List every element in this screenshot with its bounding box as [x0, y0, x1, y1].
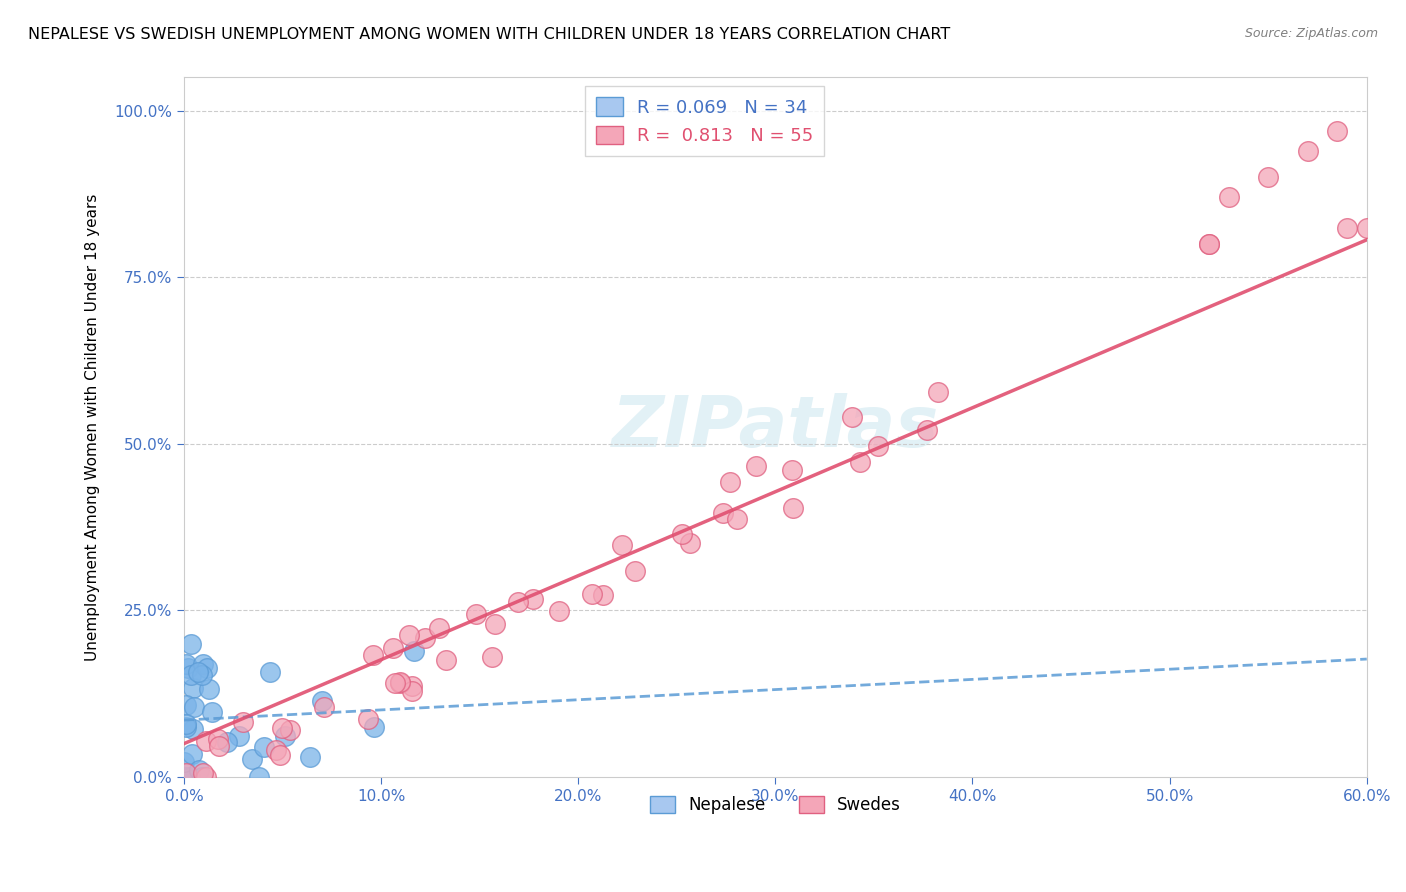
Swedes	[1326, 124, 1348, 138]
Nepalese	[181, 747, 204, 761]
Nepalese	[240, 752, 263, 766]
Swedes	[711, 506, 734, 520]
Swedes	[915, 423, 938, 437]
Swedes	[208, 739, 231, 753]
Swedes	[927, 385, 949, 400]
Nepalese	[247, 770, 270, 784]
Swedes	[264, 743, 287, 757]
Swedes	[1355, 221, 1378, 235]
Swedes	[1296, 144, 1319, 158]
Swedes	[725, 512, 748, 526]
Nepalese	[198, 682, 221, 697]
Swedes	[581, 587, 603, 601]
Swedes	[841, 410, 863, 425]
Nepalese	[217, 735, 239, 749]
Swedes	[671, 526, 693, 541]
Swedes	[427, 621, 450, 635]
Nepalese	[179, 770, 201, 784]
Nepalese	[183, 700, 205, 714]
Nepalese	[191, 657, 214, 672]
Swedes	[623, 564, 645, 578]
Swedes	[522, 591, 544, 606]
Swedes	[232, 714, 254, 729]
Text: Source: ZipAtlas.com: Source: ZipAtlas.com	[1244, 27, 1378, 40]
Nepalese	[191, 667, 214, 681]
Swedes	[481, 649, 503, 664]
Swedes	[361, 648, 384, 662]
Swedes	[195, 734, 218, 748]
Legend: Nepalese, Swedes: Nepalese, Swedes	[640, 787, 911, 824]
Swedes	[780, 463, 803, 477]
Swedes	[1198, 237, 1220, 252]
Swedes	[679, 536, 702, 550]
Nepalese	[174, 657, 197, 671]
Swedes	[270, 721, 292, 735]
Nepalese	[228, 729, 250, 743]
Swedes	[1336, 220, 1358, 235]
Nepalese	[179, 770, 201, 784]
Swedes	[1218, 190, 1240, 204]
Nepalese	[187, 665, 209, 679]
Swedes	[382, 641, 405, 656]
Nepalese	[253, 740, 276, 755]
Swedes	[278, 723, 301, 737]
Swedes	[401, 684, 423, 698]
Text: NEPALESE VS SWEDISH UNEMPLOYMENT AMONG WOMEN WITH CHILDREN UNDER 18 YEARS CORREL: NEPALESE VS SWEDISH UNEMPLOYMENT AMONG W…	[28, 27, 950, 42]
Nepalese	[191, 770, 214, 784]
Nepalese	[195, 661, 218, 675]
Swedes	[1257, 170, 1279, 185]
Nepalese	[404, 644, 426, 658]
Swedes	[506, 595, 529, 609]
Swedes	[413, 632, 436, 646]
Swedes	[866, 439, 889, 453]
Y-axis label: Unemployment Among Women with Children Under 18 years: Unemployment Among Women with Children U…	[86, 194, 100, 661]
Swedes	[464, 607, 486, 621]
Nepalese	[188, 763, 211, 777]
Swedes	[1198, 237, 1220, 252]
Nepalese	[181, 723, 204, 737]
Nepalese	[180, 667, 202, 681]
Swedes	[312, 700, 335, 714]
Swedes	[388, 675, 411, 690]
Text: ZIPatlas: ZIPatlas	[612, 392, 939, 462]
Swedes	[548, 603, 571, 617]
Swedes	[612, 538, 634, 552]
Nepalese	[180, 637, 202, 651]
Swedes	[194, 770, 217, 784]
Swedes	[592, 589, 614, 603]
Swedes	[388, 676, 411, 690]
Swedes	[384, 675, 406, 690]
Swedes	[718, 475, 741, 489]
Swedes	[207, 731, 229, 746]
Swedes	[191, 766, 214, 780]
Swedes	[782, 501, 804, 516]
Nepalese	[298, 749, 321, 764]
Swedes	[357, 713, 380, 727]
Swedes	[174, 766, 197, 780]
Nepalese	[259, 665, 281, 679]
Swedes	[848, 455, 870, 469]
Swedes	[745, 458, 768, 473]
Swedes	[269, 747, 291, 762]
Swedes	[484, 617, 506, 632]
Nepalese	[201, 706, 224, 720]
Nepalese	[173, 770, 195, 784]
Nepalese	[174, 716, 197, 731]
Nepalese	[173, 756, 195, 770]
Swedes	[434, 653, 457, 667]
Nepalese	[183, 681, 205, 695]
Nepalese	[274, 730, 297, 744]
Nepalese	[176, 660, 198, 674]
Swedes	[398, 628, 420, 642]
Nepalese	[311, 694, 333, 708]
Nepalese	[174, 720, 197, 734]
Nepalese	[174, 698, 197, 713]
Nepalese	[363, 720, 385, 734]
Swedes	[401, 679, 423, 693]
